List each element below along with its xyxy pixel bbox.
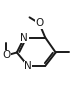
Text: N: N (24, 61, 32, 71)
Text: N: N (20, 33, 28, 43)
Text: O: O (2, 50, 11, 60)
Text: O: O (35, 18, 43, 28)
